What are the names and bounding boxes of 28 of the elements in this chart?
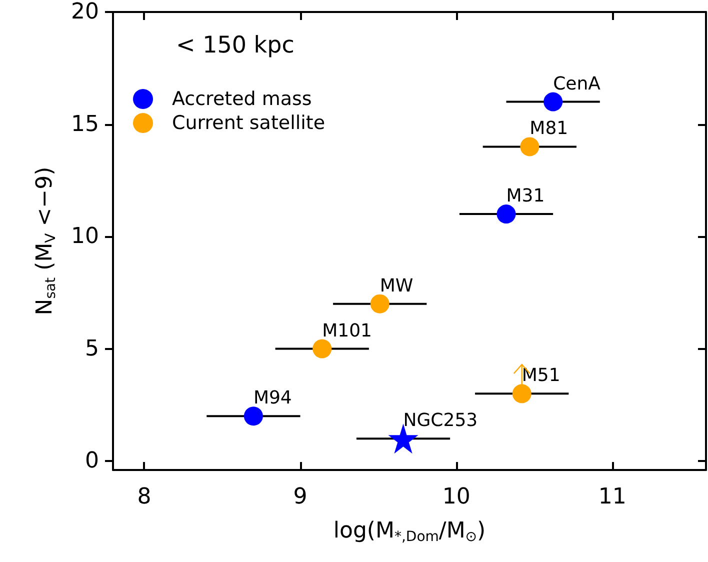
x-tick-label: 10 — [442, 484, 470, 510]
annotation: M94 — [253, 388, 292, 409]
y-tick-label: 5 — [85, 336, 99, 362]
x-tick-label: 11 — [598, 484, 626, 510]
annotation: M51 — [522, 365, 560, 386]
point — [512, 384, 532, 404]
annotation: MW — [380, 275, 414, 296]
x-tick-label: 8 — [137, 484, 152, 510]
legend-label: Accreted mass — [172, 88, 312, 110]
point — [312, 339, 332, 358]
annotation: M81 — [530, 118, 568, 140]
x-tick-label: 9 — [293, 484, 308, 510]
point — [496, 204, 516, 224]
y-tick-label: 20 — [71, 0, 99, 24]
annotation: CenA — [553, 73, 602, 94]
y-axis-title: Nsat (MV <−9) — [32, 166, 59, 316]
point — [544, 92, 563, 112]
legend-label: Current satellite — [172, 112, 326, 134]
point — [244, 406, 263, 426]
y-tick-label: 15 — [71, 112, 99, 137]
point — [520, 137, 540, 156]
annotation: < 150 kpc — [176, 32, 294, 58]
point — [370, 294, 390, 314]
annotation: M31 — [506, 186, 545, 207]
annotation: M101 — [322, 320, 372, 342]
y-tick-label: 0 — [85, 448, 99, 474]
annotation: NGC253 — [403, 410, 478, 432]
y-tick-label: 10 — [71, 224, 99, 250]
